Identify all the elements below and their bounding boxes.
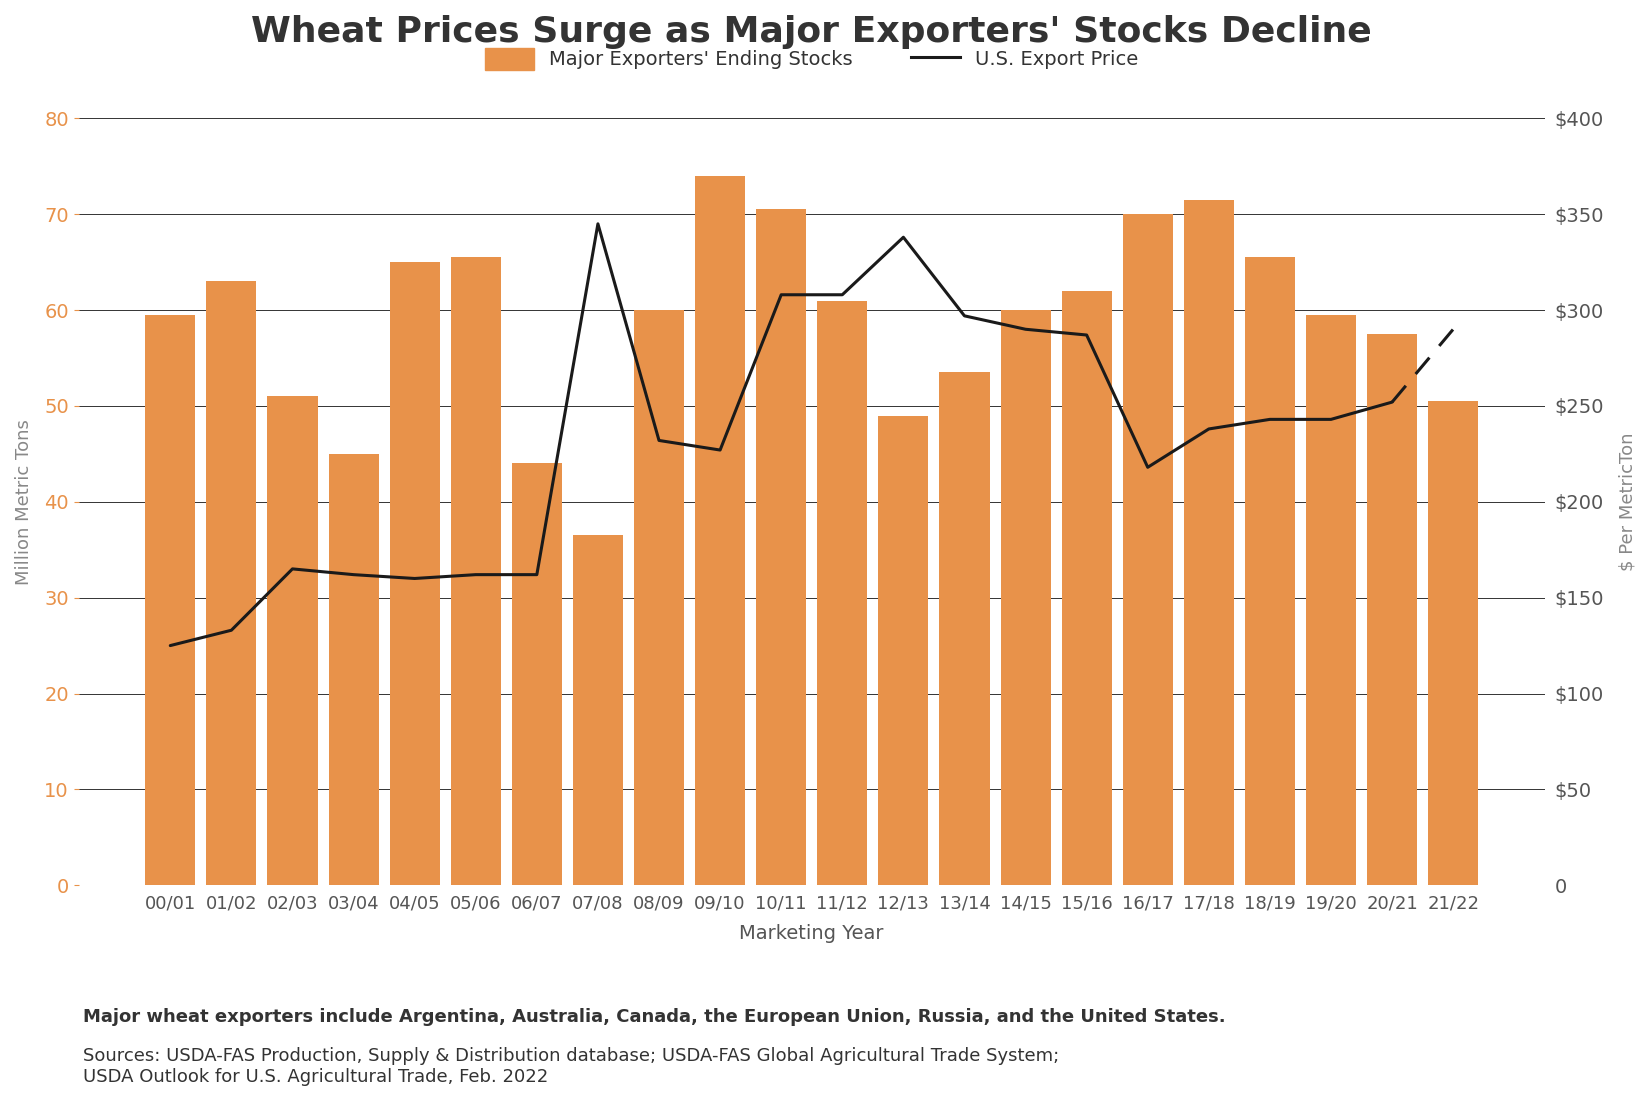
Text: Sources: USDA-FAS Production, Supply & Distribution database; USDA-FAS Global Ag: Sources: USDA-FAS Production, Supply & D… [83,1047,1058,1086]
X-axis label: Marketing Year: Marketing Year [740,924,883,944]
Bar [817,301,867,886]
Bar [634,310,684,886]
Bar [573,536,622,886]
Bar [695,176,745,886]
Bar [206,282,256,886]
Bar [451,257,500,886]
Text: Major wheat exporters include Argentina, Australia, Canada, the European Union, : Major wheat exporters include Argentina,… [83,1008,1225,1026]
Bar [390,262,439,886]
Bar [878,416,928,886]
Bar [512,463,561,886]
Y-axis label: Million Metric Tons: Million Metric Tons [15,419,33,585]
Bar [1062,291,1111,886]
Bar [1123,214,1172,886]
Bar [1184,199,1233,886]
Bar [329,453,378,886]
Bar [756,209,806,886]
Bar [1428,401,1478,886]
Bar [1245,257,1294,886]
Y-axis label: $ Per MetricTon: $ Per MetricTon [1618,432,1636,571]
Legend: Major Exporters' Ending Stocks, U.S. Export Price: Major Exporters' Ending Stocks, U.S. Exp… [477,40,1146,78]
Bar [267,397,317,886]
Bar [1306,315,1355,886]
Bar [939,372,989,886]
Title: Wheat Prices Surge as Major Exporters' Stocks Decline: Wheat Prices Surge as Major Exporters' S… [251,14,1372,49]
Bar [1001,310,1050,886]
Bar [145,315,195,886]
Bar [1367,334,1417,886]
